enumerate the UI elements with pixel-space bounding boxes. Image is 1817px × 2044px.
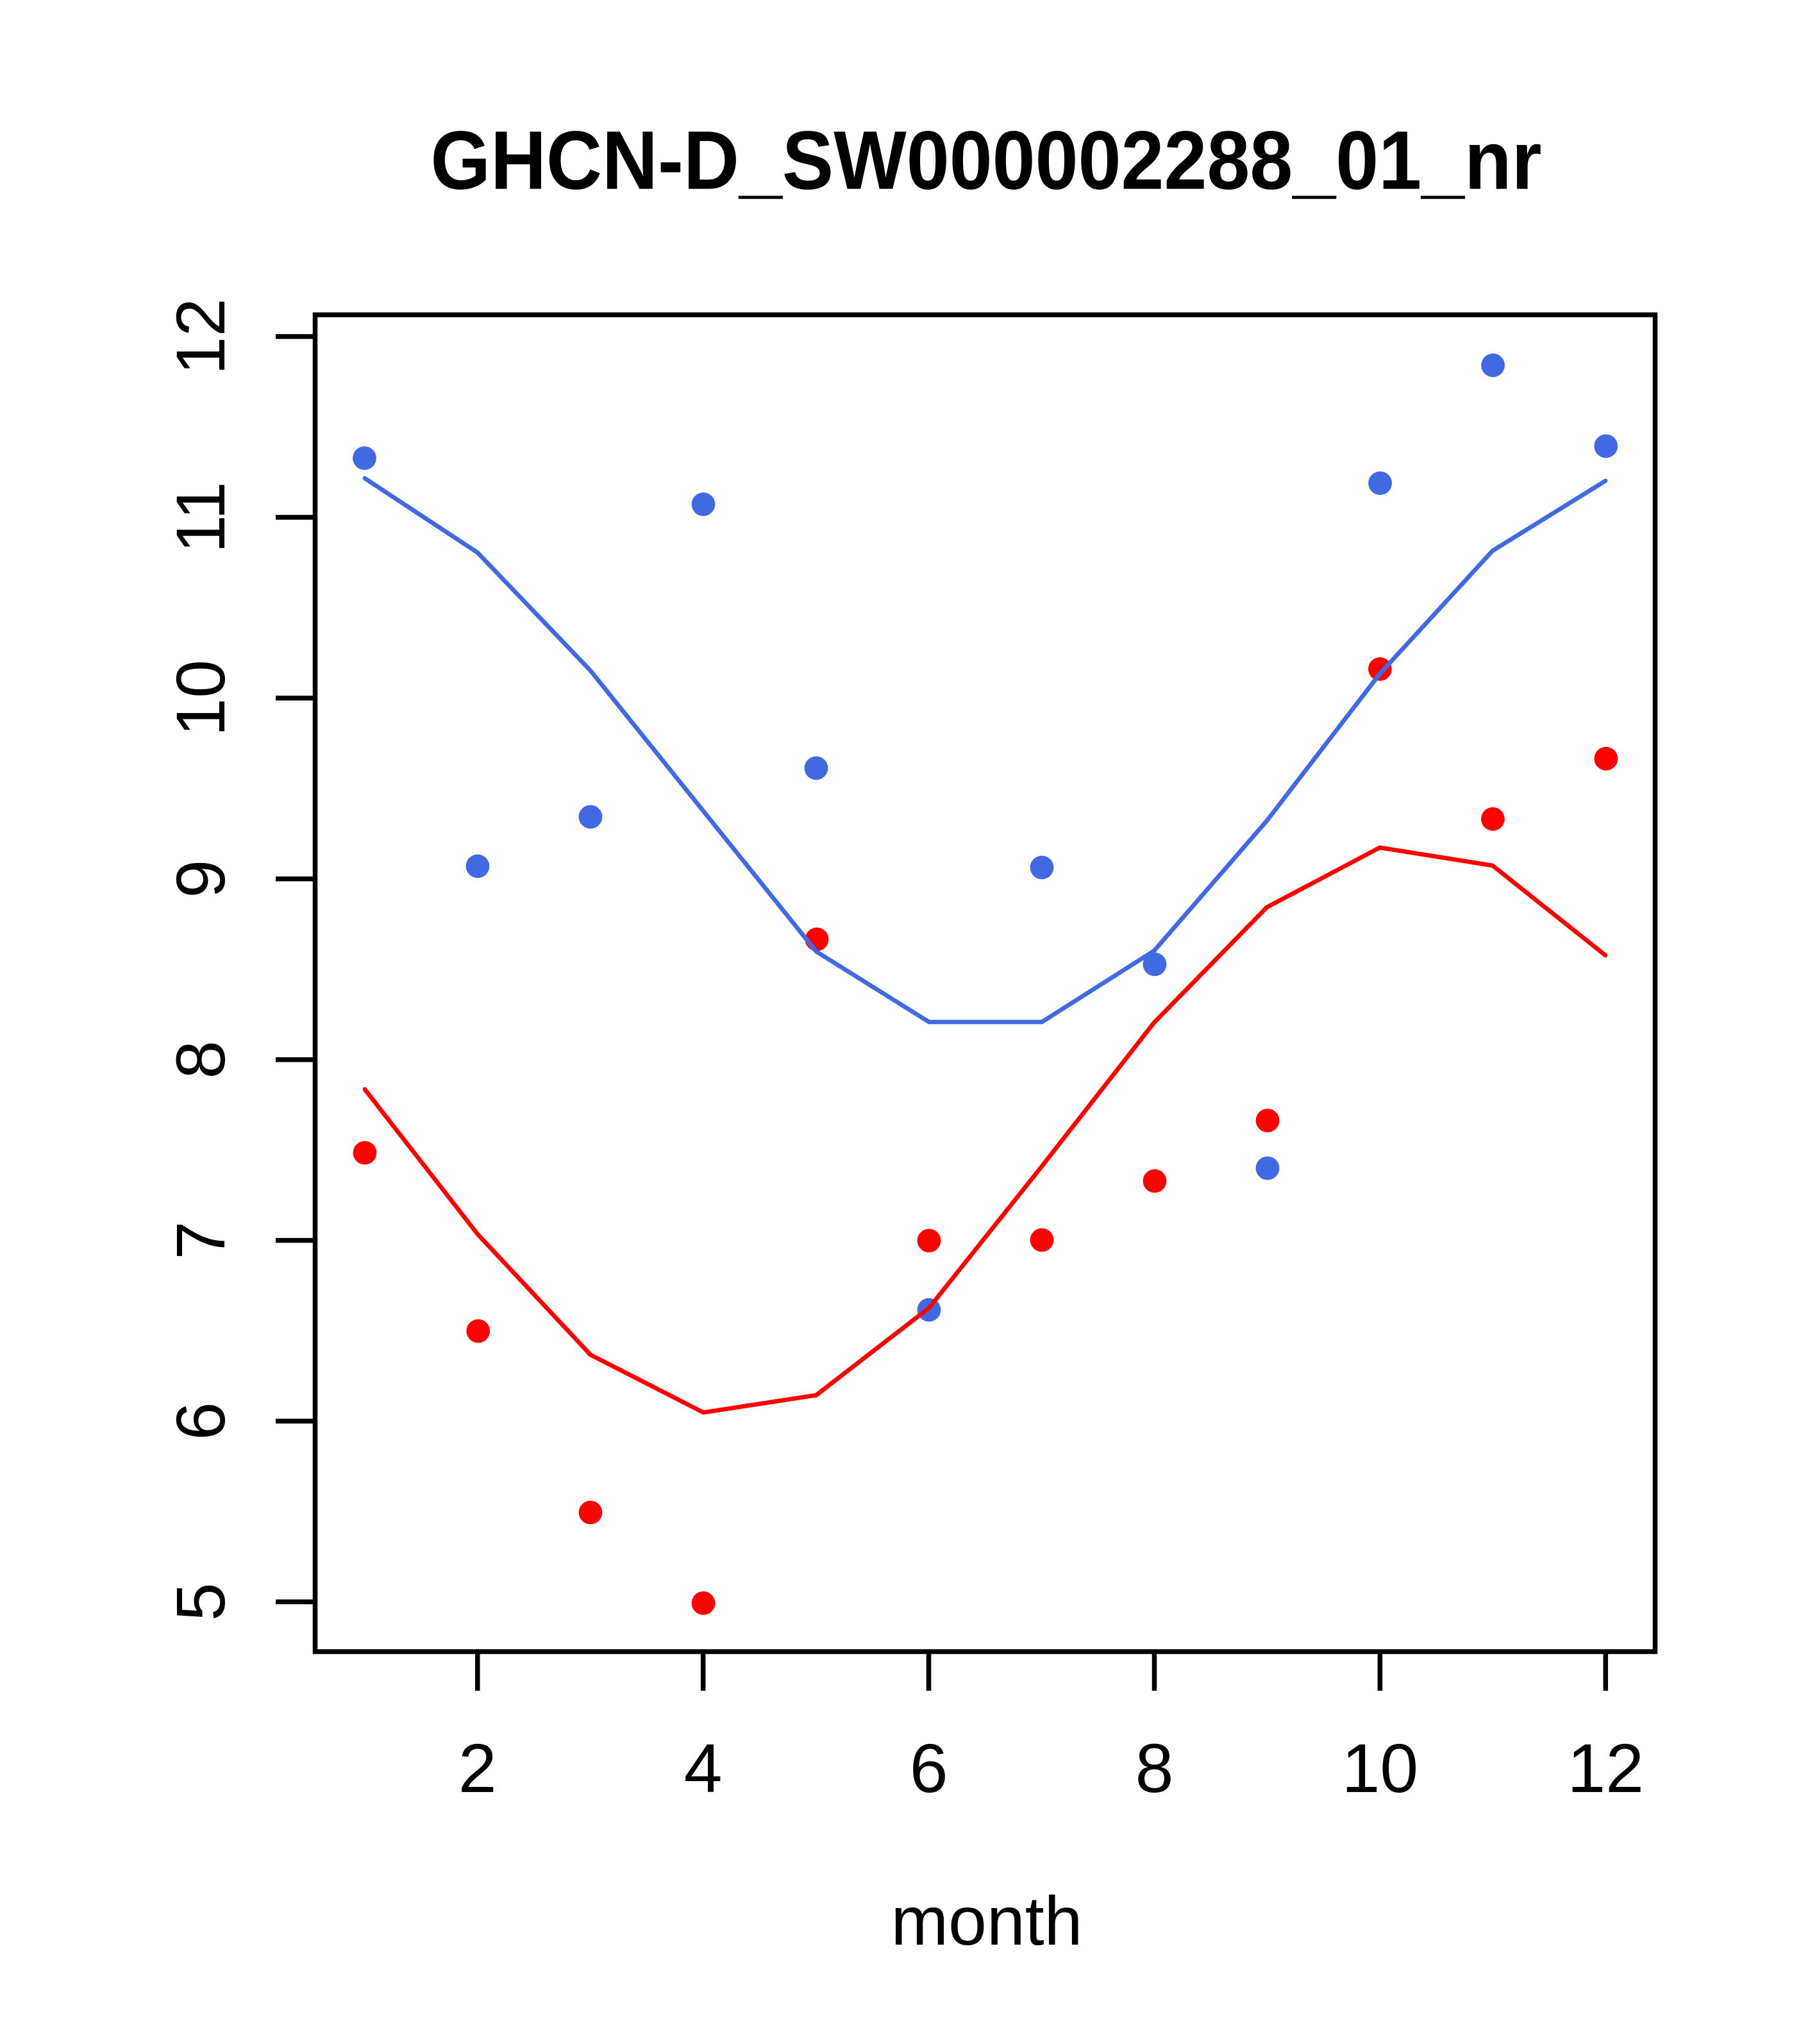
svg-text:month: month — [891, 1882, 1083, 1959]
svg-text:10: 10 — [162, 660, 239, 737]
svg-text:9: 9 — [162, 860, 239, 898]
svg-text:4: 4 — [684, 1730, 723, 1807]
svg-text:GHCN-D_SW000002288_01_nr: GHCN-D_SW000002288_01_nr — [431, 115, 1542, 207]
svg-text:6: 6 — [162, 1402, 239, 1441]
svg-text:6: 6 — [910, 1730, 948, 1807]
svg-text:10: 10 — [1342, 1730, 1419, 1807]
svg-text:2: 2 — [458, 1730, 497, 1807]
svg-text:5: 5 — [162, 1583, 239, 1621]
svg-text:8: 8 — [1135, 1730, 1174, 1807]
svg-text:7: 7 — [162, 1221, 239, 1260]
svg-text:12: 12 — [162, 298, 239, 375]
svg-text:12: 12 — [1568, 1730, 1645, 1807]
svg-text:11: 11 — [162, 482, 239, 553]
svg-text:8: 8 — [162, 1041, 239, 1079]
